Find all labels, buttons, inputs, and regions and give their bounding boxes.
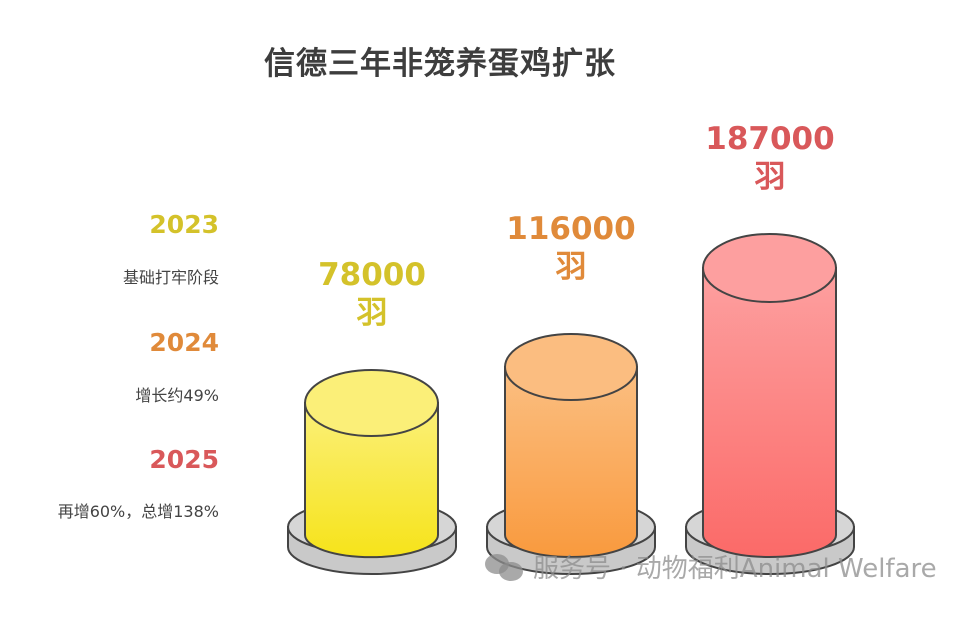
wechat-icon	[485, 552, 525, 582]
legend-year-2025: 2025	[149, 445, 219, 474]
watermark-text: 服务号 · 动物福利Animal Welfare	[533, 554, 937, 584]
bar-label-2025: 187000 羽	[670, 120, 870, 196]
bar-2024	[486, 333, 656, 575]
legend-year-2023: 2023	[149, 210, 219, 239]
legend-desc-2024: 增长约49%	[135, 386, 219, 405]
bar-label-2024: 116000 羽	[471, 210, 671, 286]
bar-unit-2025: 羽	[754, 159, 786, 195]
bar-value-2024: 116000	[506, 211, 636, 247]
legend-desc-2025: 再增60%，总增138%	[57, 502, 219, 521]
bar-label-2023: 78000 羽	[272, 256, 472, 332]
bar-value-2023: 78000	[318, 257, 426, 293]
bar-unit-2023: 羽	[356, 295, 388, 331]
bar-2025	[685, 233, 855, 575]
bar-unit-2024: 羽	[555, 249, 587, 285]
watermark: 服务号 · 动物福利Animal Welfare	[485, 548, 937, 585]
legend-year-2024: 2024	[149, 328, 219, 357]
bar-value-2025: 187000	[705, 121, 835, 157]
chart-title: 信德三年非笼养蛋鸡扩张	[264, 46, 616, 82]
bar-2023	[287, 369, 457, 575]
legend-desc-2023: 基础打牢阶段	[122, 268, 219, 287]
